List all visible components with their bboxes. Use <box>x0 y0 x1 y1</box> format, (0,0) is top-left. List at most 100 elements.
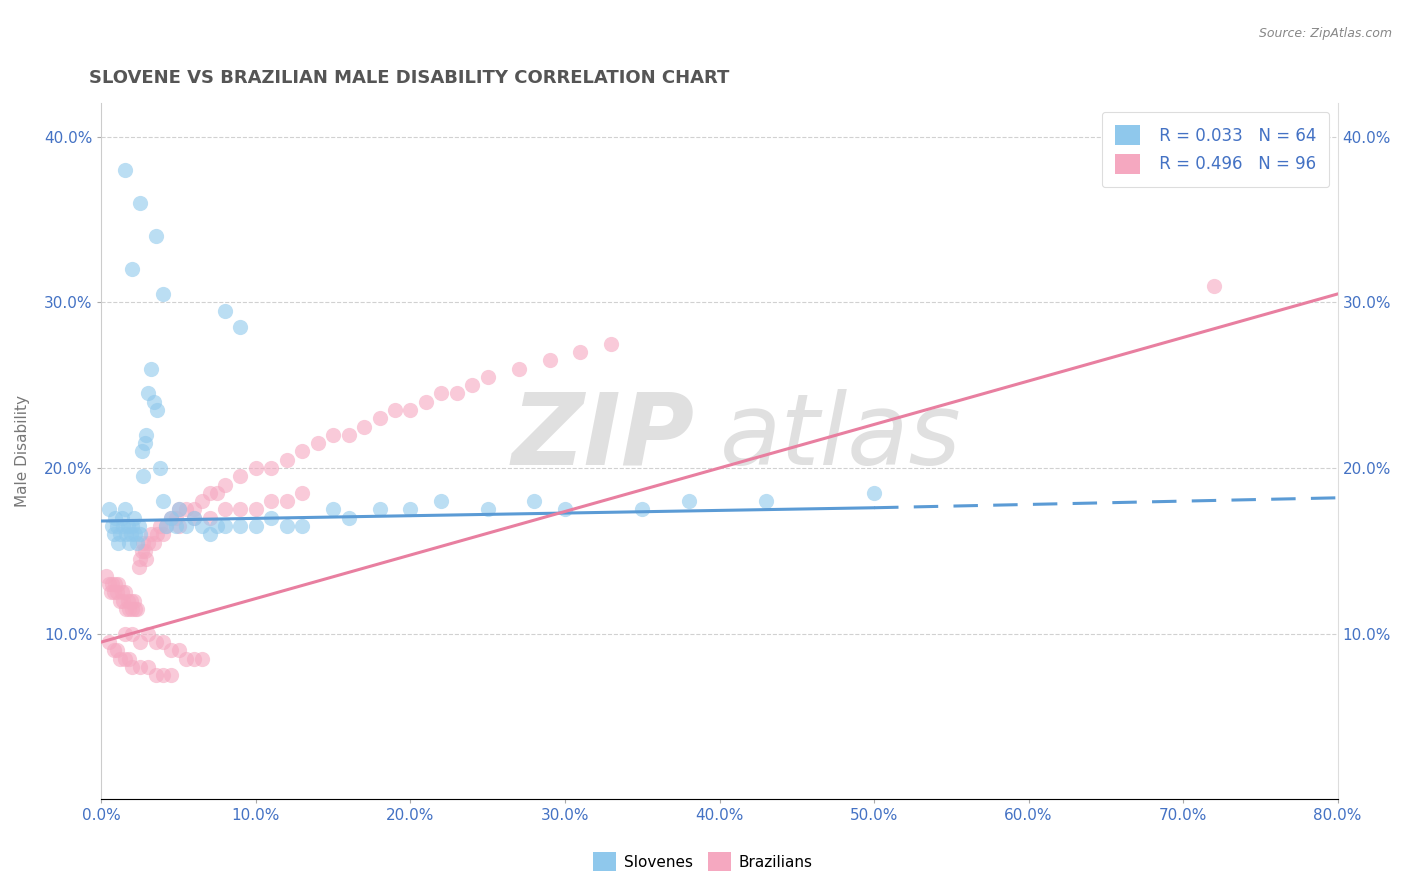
Point <box>115 527 138 541</box>
Point <box>198 510 221 524</box>
Point <box>103 643 125 657</box>
Point <box>477 369 499 384</box>
Point <box>207 486 229 500</box>
Point <box>322 502 344 516</box>
Point <box>183 510 205 524</box>
Point <box>142 535 165 549</box>
Point <box>136 386 159 401</box>
Point <box>125 602 148 616</box>
Point <box>229 519 252 533</box>
Point <box>368 411 391 425</box>
Point <box>121 660 143 674</box>
Point <box>136 626 159 640</box>
Point <box>108 651 131 665</box>
Point <box>118 535 141 549</box>
Point <box>430 386 453 401</box>
Point <box>415 394 437 409</box>
Point <box>191 494 214 508</box>
Point <box>135 552 157 566</box>
Point <box>118 602 141 616</box>
Point <box>101 519 124 533</box>
Point <box>260 494 283 508</box>
Point <box>152 668 174 682</box>
Point <box>125 535 148 549</box>
Point <box>104 577 127 591</box>
Point <box>132 469 155 483</box>
Point <box>128 519 150 533</box>
Point <box>142 394 165 409</box>
Point <box>368 502 391 516</box>
Point <box>191 651 214 665</box>
Point <box>114 162 136 177</box>
Point <box>538 353 561 368</box>
Point <box>122 593 145 607</box>
Point <box>183 651 205 665</box>
Point <box>132 535 155 549</box>
Point <box>353 419 375 434</box>
Point <box>198 486 221 500</box>
Point <box>129 552 152 566</box>
Point <box>149 519 172 533</box>
Point <box>114 585 136 599</box>
Point <box>117 519 139 533</box>
Point <box>245 519 267 533</box>
Point <box>214 477 236 491</box>
Point <box>101 577 124 591</box>
Point <box>1202 278 1225 293</box>
Point <box>477 502 499 516</box>
Point <box>117 593 139 607</box>
Point <box>337 510 360 524</box>
Point <box>631 502 654 516</box>
Point <box>229 502 252 516</box>
Point <box>107 535 129 549</box>
Point <box>152 635 174 649</box>
Point <box>128 560 150 574</box>
Point <box>114 626 136 640</box>
Point <box>176 651 198 665</box>
Point <box>446 386 468 401</box>
Point <box>523 494 546 508</box>
Point <box>291 486 314 500</box>
Point <box>152 287 174 301</box>
Point <box>131 444 153 458</box>
Point <box>229 469 252 483</box>
Point <box>165 510 187 524</box>
Text: ZIP: ZIP <box>512 389 695 486</box>
Point <box>135 427 157 442</box>
Point <box>146 527 169 541</box>
Point <box>100 585 122 599</box>
Point <box>165 519 187 533</box>
Point <box>399 502 422 516</box>
Point <box>152 527 174 541</box>
Point <box>260 461 283 475</box>
Point <box>139 527 162 541</box>
Point <box>399 403 422 417</box>
Point <box>145 229 167 244</box>
Point <box>207 519 229 533</box>
Point <box>214 502 236 516</box>
Point <box>229 320 252 334</box>
Point <box>291 444 314 458</box>
Point <box>98 502 121 516</box>
Point <box>152 494 174 508</box>
Point <box>176 519 198 533</box>
Point <box>430 494 453 508</box>
Point <box>160 510 183 524</box>
Point <box>110 585 132 599</box>
Point <box>160 668 183 682</box>
Point <box>120 527 142 541</box>
Point <box>245 502 267 516</box>
Point <box>112 593 135 607</box>
Point <box>276 494 298 508</box>
Text: Source: ZipAtlas.com: Source: ZipAtlas.com <box>1258 27 1392 40</box>
Point <box>678 494 700 508</box>
Point <box>155 519 177 533</box>
Point <box>98 577 121 591</box>
Point <box>176 502 198 516</box>
Point <box>160 643 183 657</box>
Point <box>863 486 886 500</box>
Point <box>120 593 142 607</box>
Point <box>107 577 129 591</box>
Point <box>122 510 145 524</box>
Point <box>183 502 205 516</box>
